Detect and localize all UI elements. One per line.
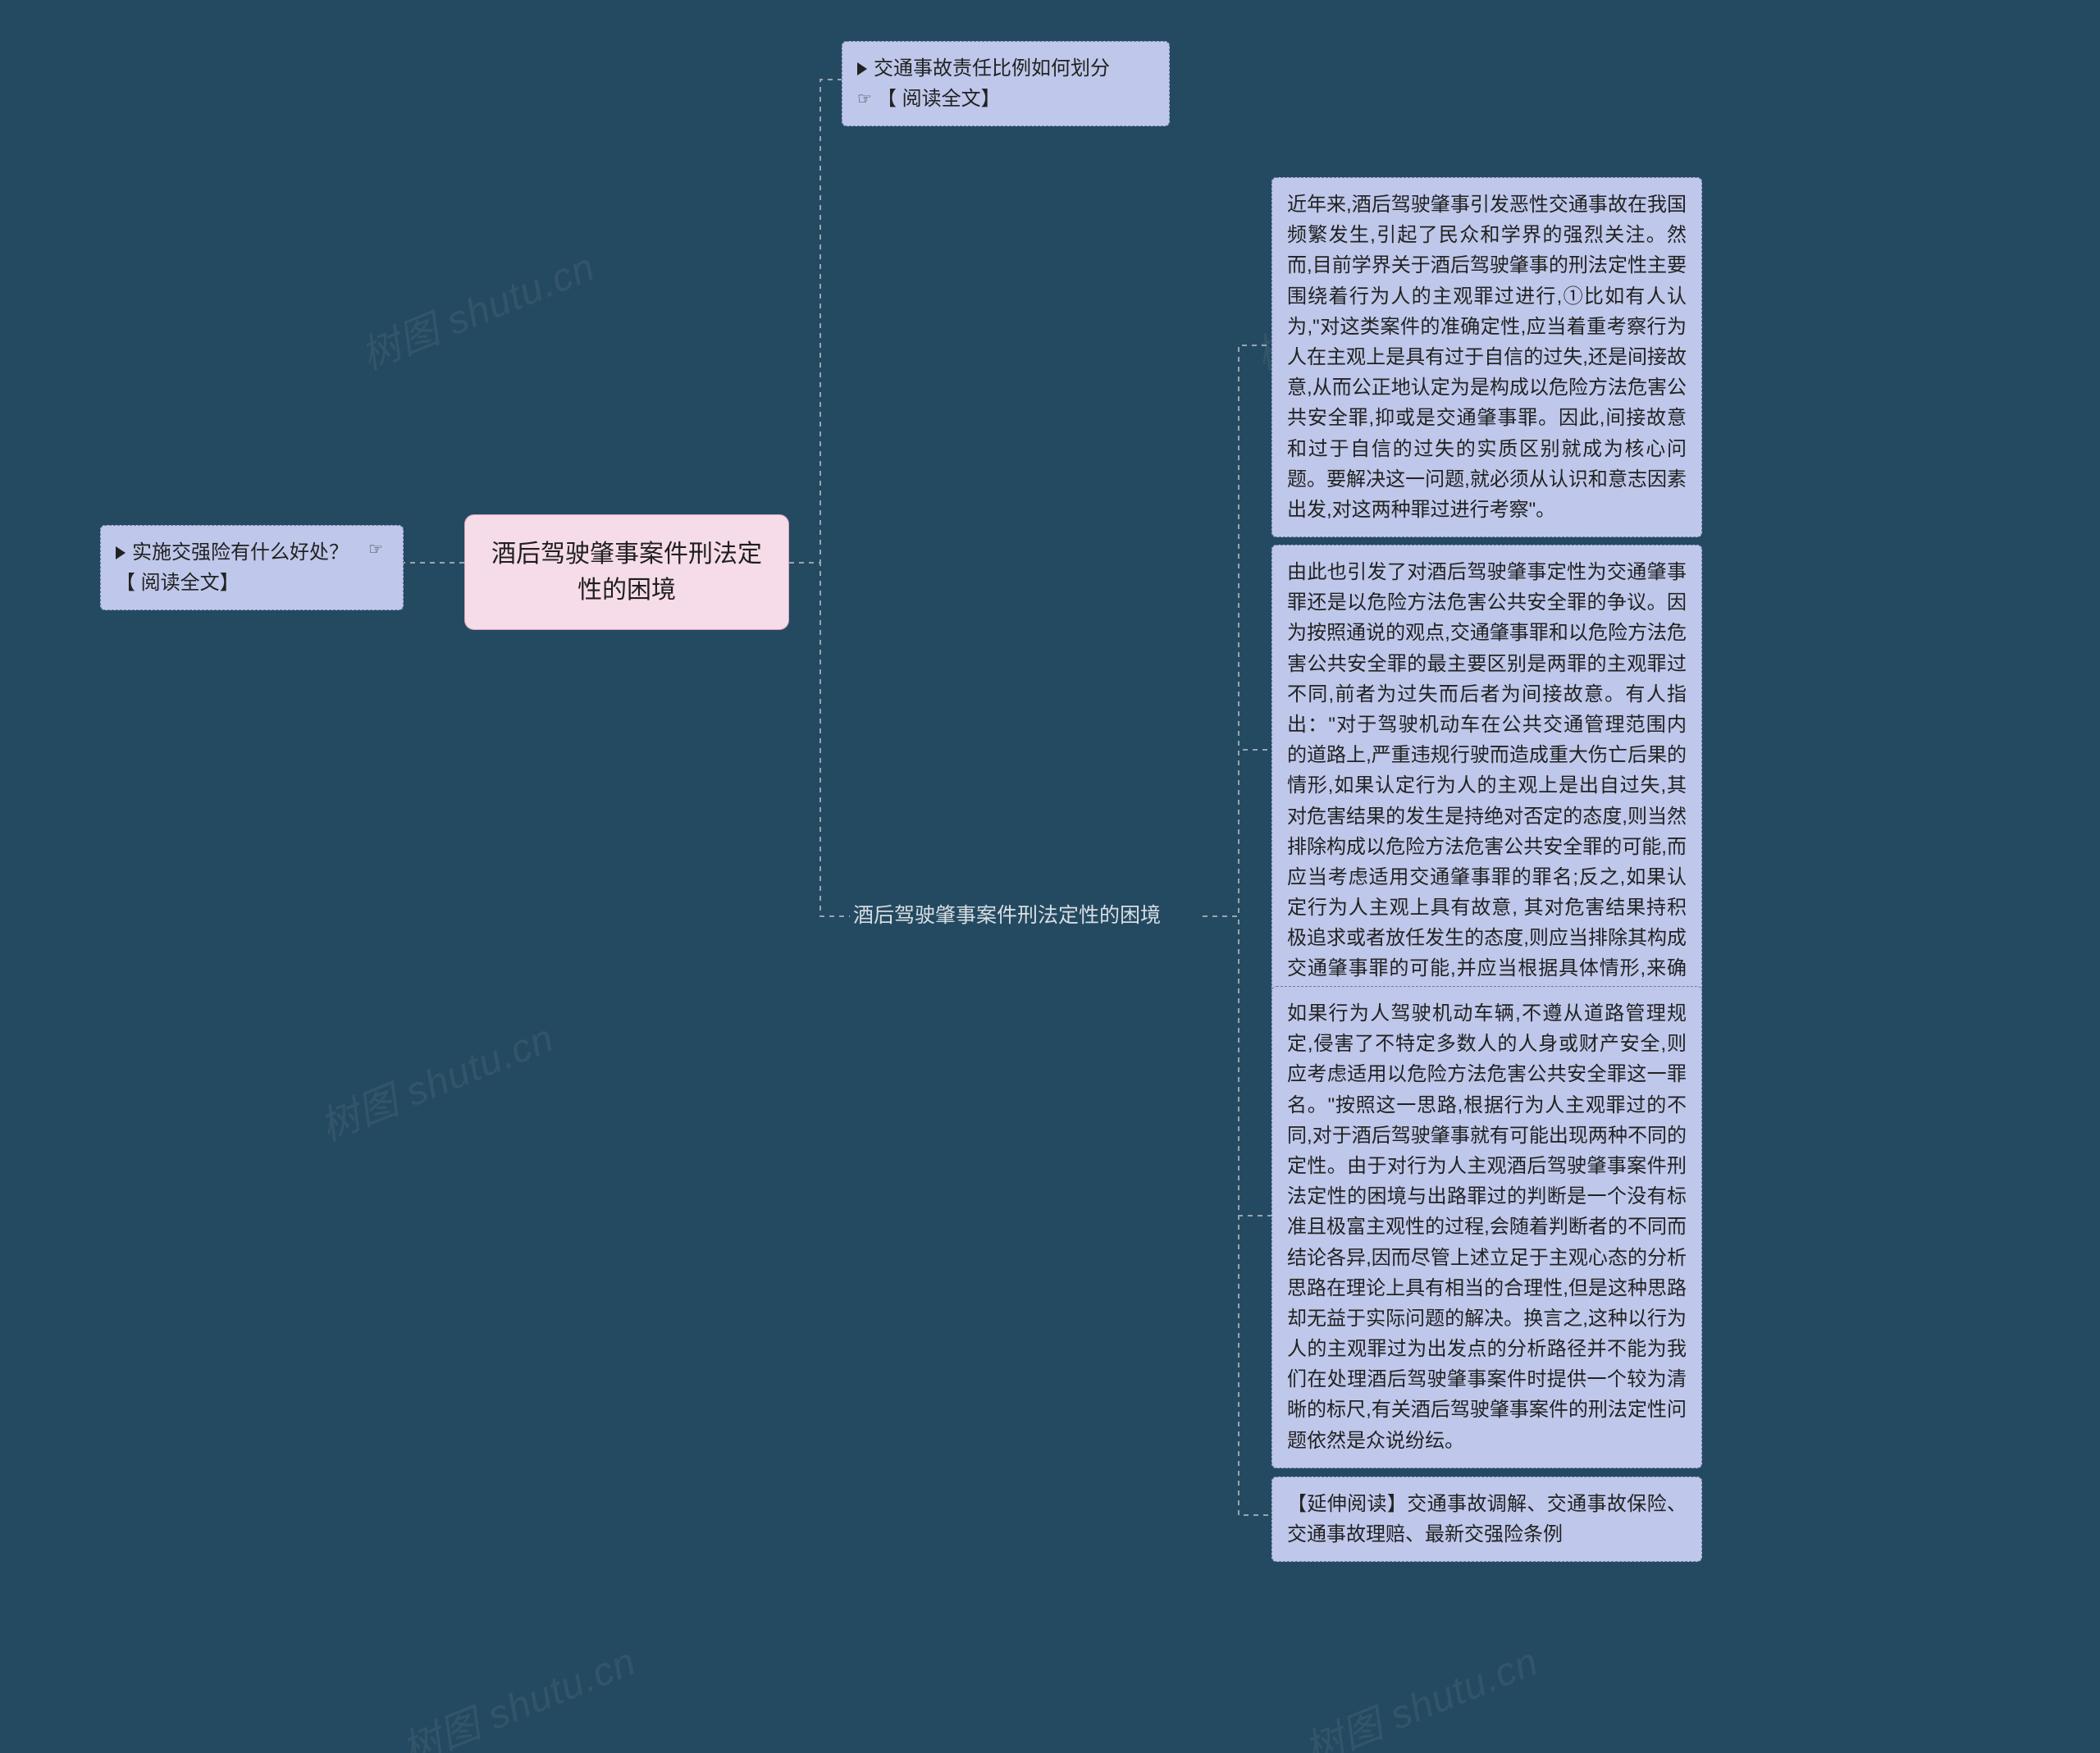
- related-left-node[interactable]: 实施交强险有什么好处？ ☞ 【 阅读全文】: [100, 525, 404, 610]
- paragraph-text: 如果行为人驾驶机动车辆,不遵从道路管理规定,侵害了不特定多数人的人身或财产安全,…: [1287, 1002, 1687, 1452]
- expand-icon: [857, 62, 867, 75]
- watermark: 树图 shutu.cn: [351, 235, 602, 381]
- link-icon: ☞: [857, 87, 872, 112]
- root-title-line2: 性的困境: [578, 577, 676, 604]
- watermark: 树图 shutu.cn: [1294, 1629, 1545, 1753]
- expand-icon: [116, 546, 126, 559]
- related-top-node[interactable]: 交通事故责任比例如何划分 ☞【 阅读全文】: [842, 41, 1170, 126]
- watermark: 树图 shutu.cn: [392, 1629, 643, 1753]
- detail-paragraph[interactable]: 如果行为人驾驶机动车辆,不遵从道路管理规定,侵害了不特定多数人的人身或财产安全,…: [1271, 986, 1702, 1468]
- top-node-readmore[interactable]: 【 阅读全文】: [877, 88, 1001, 110]
- left-node-readmore[interactable]: 【 阅读全文】: [116, 572, 240, 594]
- paragraph-text: 近年来,酒后驾驶肇事引发恶性交通事故在我国频繁发生,引起了民众和学界的强烈关注。…: [1287, 194, 1687, 521]
- mindmap-root[interactable]: 酒后驾驶肇事案件刑法定 性的困境: [464, 514, 789, 630]
- detail-paragraph[interactable]: 由此也引发了对酒后驾驶肇事定性为交通肇事罪还是以危险方法危害公共安全罪的争议。因…: [1271, 545, 1702, 1027]
- left-node-title: 实施交强险有什么好处？: [132, 541, 349, 564]
- link-icon: ☞: [368, 537, 383, 563]
- watermark: 树图 shutu.cn: [310, 1006, 561, 1152]
- subtopic-label[interactable]: 酒后驾驶肇事案件刑法定性的困境: [850, 898, 1203, 934]
- root-title-line1: 酒后驾驶肇事案件刑法定: [491, 541, 762, 568]
- top-node-title: 交通事故责任比例如何划分: [874, 57, 1110, 80]
- detail-paragraph[interactable]: 近年来,酒后驾驶肇事引发恶性交通事故在我国频繁发生,引起了民众和学界的强烈关注。…: [1271, 177, 1702, 537]
- paragraph-text: 由此也引发了对酒后驾驶肇事定性为交通肇事罪还是以危险方法危害公共安全罪的争议。因…: [1287, 561, 1687, 1011]
- canvas: 树图 shutu.cn 树图 shutu.cn 树图 shutu.cn 树图 s…: [0, 0, 2100, 1753]
- paragraph-text: 【延伸阅读】交通事故调解、交通事故保险、交通事故理赔、最新交强险条例: [1287, 1493, 1687, 1545]
- subtopic-text: 酒后驾驶肇事案件刑法定性的困境: [853, 904, 1161, 927]
- connectors: [0, 0, 2100, 1753]
- detail-paragraph[interactable]: 【延伸阅读】交通事故调解、交通事故保险、交通事故理赔、最新交强险条例: [1271, 1477, 1702, 1562]
